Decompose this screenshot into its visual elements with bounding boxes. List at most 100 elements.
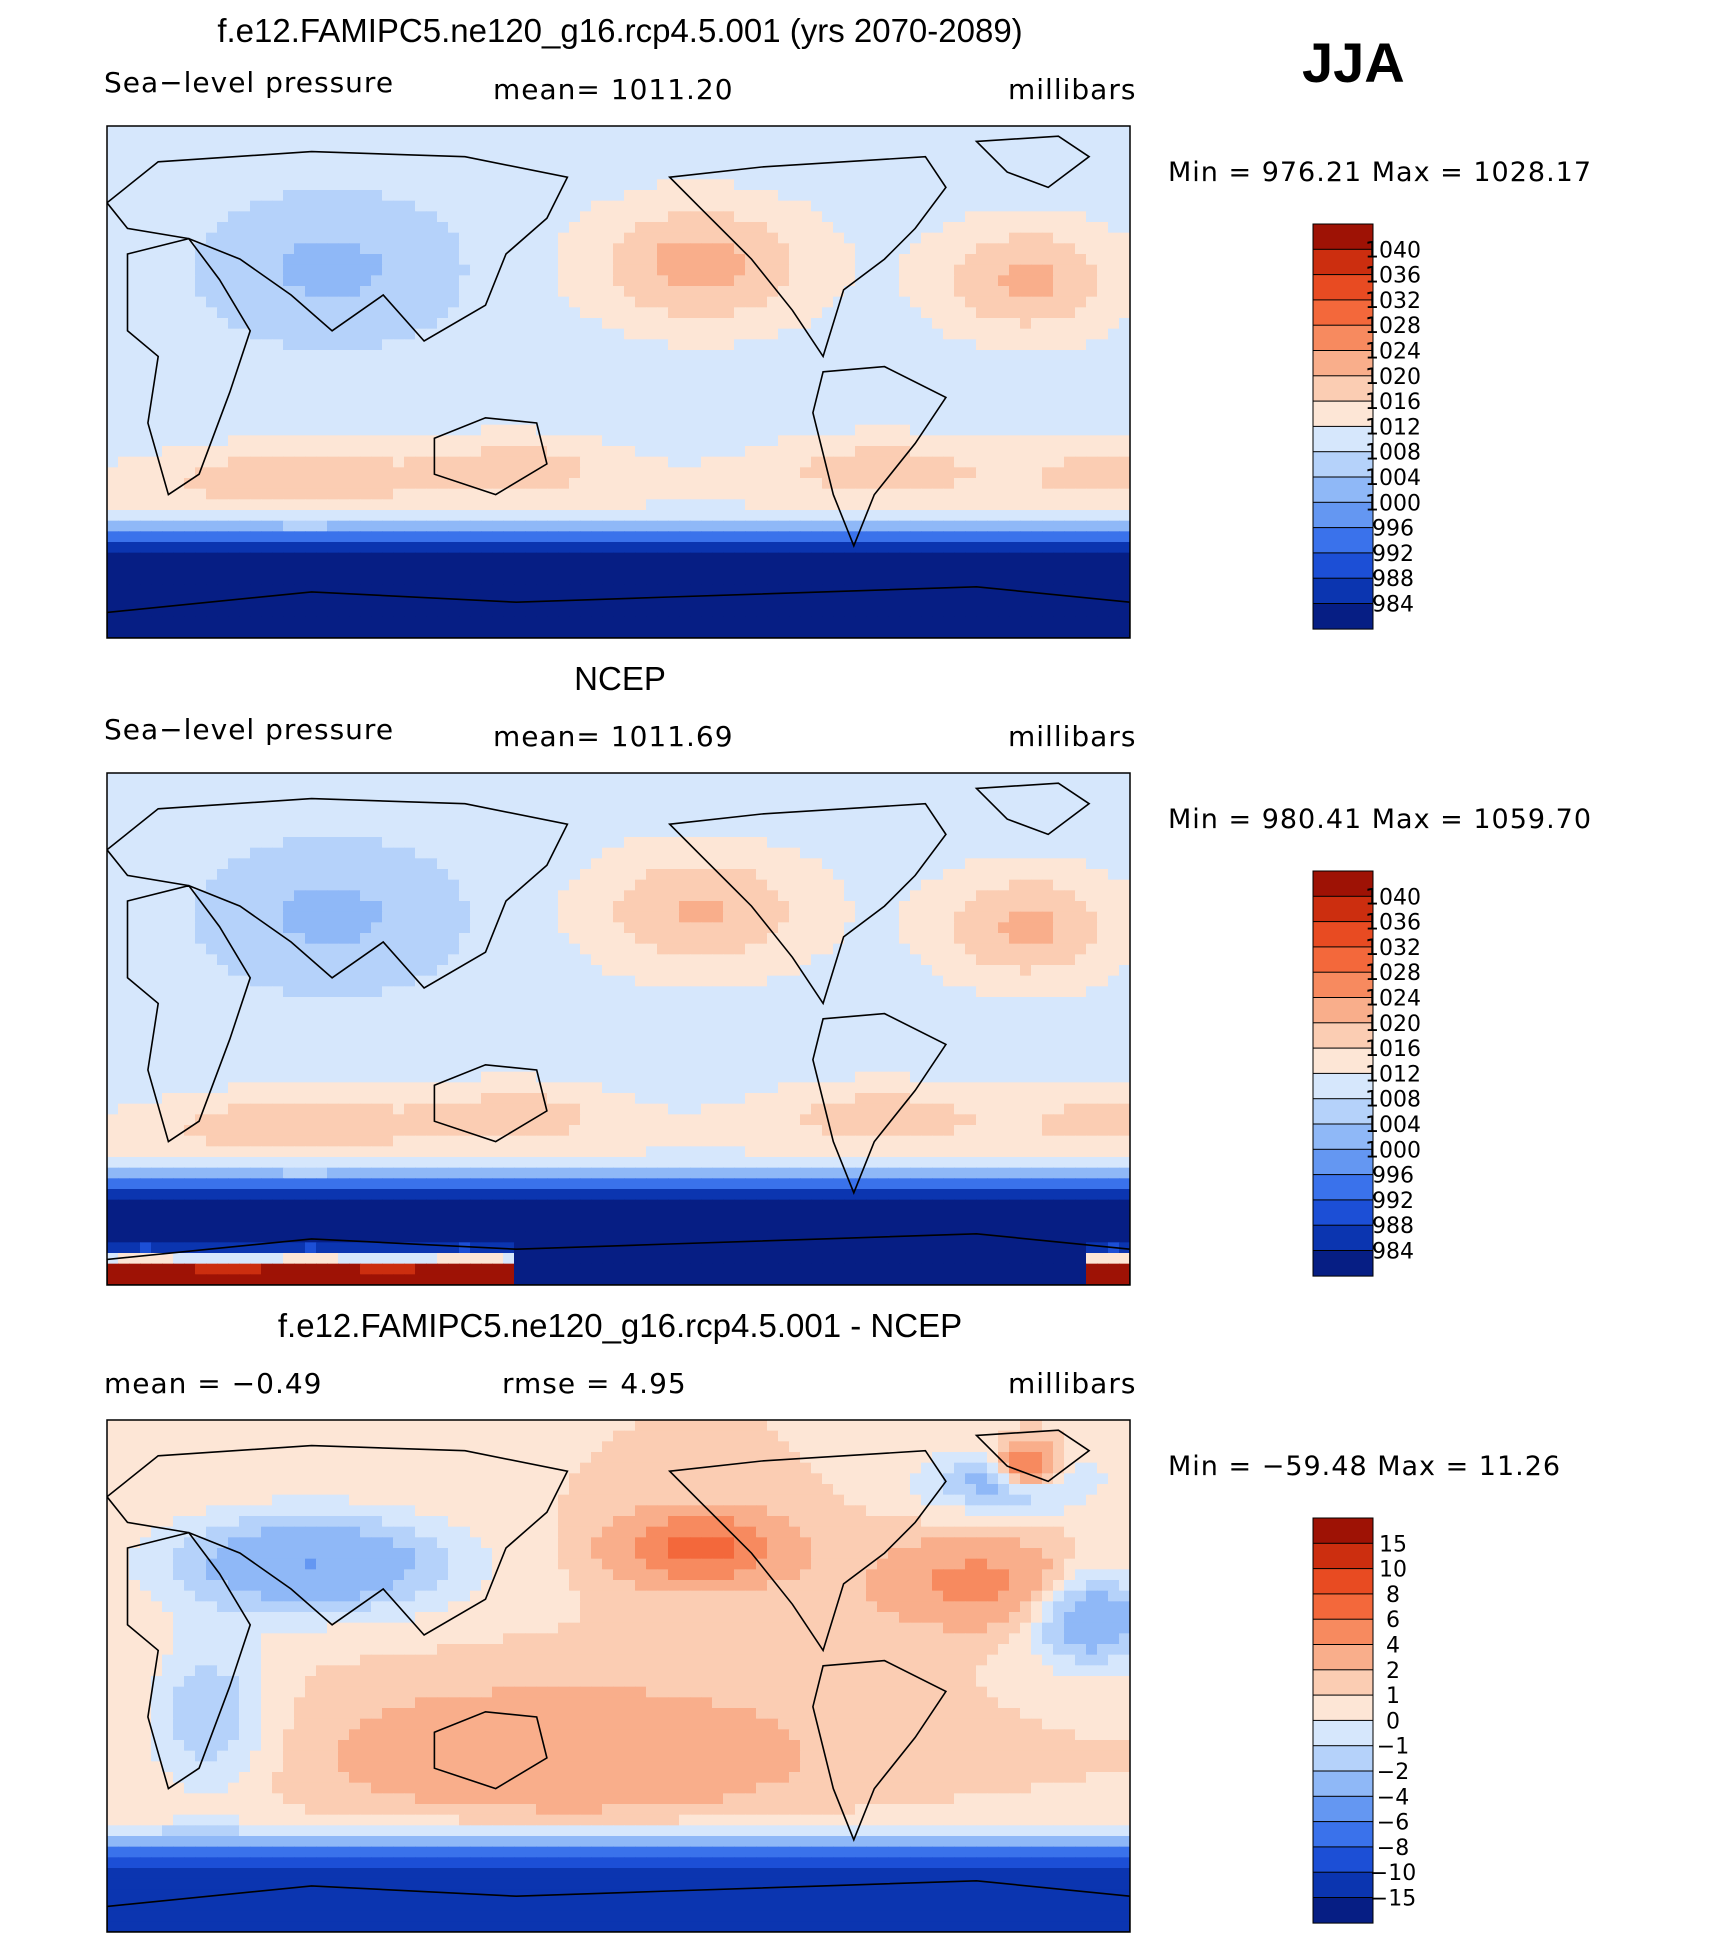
panel1-cell: [987, 478, 999, 490]
panel1-cell: [976, 232, 988, 244]
panel1-cell: [954, 435, 966, 447]
panel1-cell: [1108, 307, 1120, 319]
panel1-cell: [646, 606, 658, 618]
panel1-cell: [591, 179, 603, 191]
panel1-cell: [459, 520, 471, 532]
panel1-cell: [690, 478, 702, 490]
panel1-cell: [195, 211, 207, 223]
panel1-cell: [558, 510, 570, 522]
panel1-cell: [173, 478, 185, 490]
panel1-cell: [558, 552, 570, 564]
panel1-cell: [206, 296, 218, 308]
panel1-cell: [217, 232, 229, 244]
panel1-cell: [646, 328, 658, 340]
panel1-cell: [459, 136, 471, 148]
panel1-cell: [613, 211, 625, 223]
panel1-cell: [844, 478, 856, 490]
panel1-cell: [1086, 200, 1098, 212]
panel1-cell: [316, 318, 328, 330]
panel1-cell: [1009, 371, 1021, 383]
panel1-cell: [1075, 435, 1087, 447]
panel1-cell: [1020, 211, 1032, 223]
panel1-cell: [745, 435, 757, 447]
panel1-cell: [470, 563, 482, 575]
panel1-cell: [734, 360, 746, 372]
panel1-cell: [426, 478, 438, 490]
panel1-cell: [140, 552, 152, 564]
panel1-cell: [558, 296, 570, 308]
panel1-cell: [1075, 627, 1087, 638]
panel1-cell: [635, 328, 647, 340]
panel1-cell: [756, 339, 768, 351]
panel1-cell: [1020, 147, 1032, 159]
panel1-cell: [822, 520, 834, 532]
panel1-cell: [525, 222, 537, 234]
panel1-cell: [525, 382, 537, 394]
panel1-cell: [1086, 136, 1098, 148]
panel1-cell: [833, 136, 845, 148]
panel1-cell: [668, 488, 680, 500]
panel1-cell: [338, 467, 350, 479]
panel1-cell: [822, 147, 834, 159]
panel1-cell: [657, 382, 669, 394]
panel1-cell: [1119, 350, 1130, 362]
panel1-cell: [327, 424, 339, 436]
panel1-cell: [723, 424, 735, 436]
panel1-cell: [481, 211, 493, 223]
panel1-cell: [558, 339, 570, 351]
panel1-cell: [767, 360, 779, 372]
panel1-cell: [107, 254, 119, 266]
panel1-cell: [1108, 510, 1120, 522]
panel1-cell: [437, 360, 449, 372]
panel1-cell: [415, 552, 427, 564]
panel1-cell: [1075, 595, 1087, 607]
panel1-cell: [1097, 584, 1109, 596]
panel1-cell: [943, 200, 955, 212]
panel2-cell: [514, 826, 526, 838]
panel1-cell: [151, 563, 163, 575]
panel1-cell: [866, 520, 878, 532]
panel1-cell: [404, 371, 416, 383]
panel1-cell: [393, 190, 405, 202]
panel1-cell: [360, 488, 372, 500]
panel2-cell: [118, 815, 130, 827]
panel1-cell: [789, 136, 801, 148]
panel2-cell: [316, 805, 328, 817]
panel2-cell: [745, 783, 757, 795]
panel1-cell: [140, 179, 152, 191]
panel1-cell: [866, 392, 878, 404]
panel1-cell: [426, 243, 438, 255]
panel1-cell: [767, 232, 779, 244]
panel1-cell: [349, 211, 361, 223]
panel1-cell: [404, 307, 416, 319]
panel1-cell: [404, 222, 416, 234]
panel1-cell: [316, 446, 328, 458]
panel1-cell: [668, 574, 680, 586]
panel2-cell: [613, 794, 625, 806]
panel1-cell: [514, 382, 526, 394]
panel1-cell: [1031, 520, 1043, 532]
panel1-cell: [338, 296, 350, 308]
panel1-cell: [547, 318, 559, 330]
panel2-cell: [118, 805, 130, 817]
panel1-cell: [503, 264, 515, 276]
panel1-cell: [250, 350, 262, 362]
panel1-cell: [712, 211, 724, 223]
panel1-cell: [558, 424, 570, 436]
panel1-cell: [954, 328, 966, 340]
panel1-cell: [514, 286, 526, 298]
panel1-cell: [173, 136, 185, 148]
panel1-cell: [107, 136, 119, 148]
panel1-cell: [272, 531, 284, 543]
panel2-cell: [360, 783, 372, 795]
panel1-cell: [679, 254, 691, 266]
panel1-cell: [778, 126, 790, 138]
panel1-cell: [789, 563, 801, 575]
panel1-cell: [976, 456, 988, 468]
panel1-cell: [580, 478, 592, 490]
panel1-cell: [415, 275, 427, 287]
panel2-cell: [833, 805, 845, 817]
panel1-cell: [558, 350, 570, 362]
panel2-cell: [151, 773, 163, 785]
panel1-cell: [767, 510, 779, 522]
